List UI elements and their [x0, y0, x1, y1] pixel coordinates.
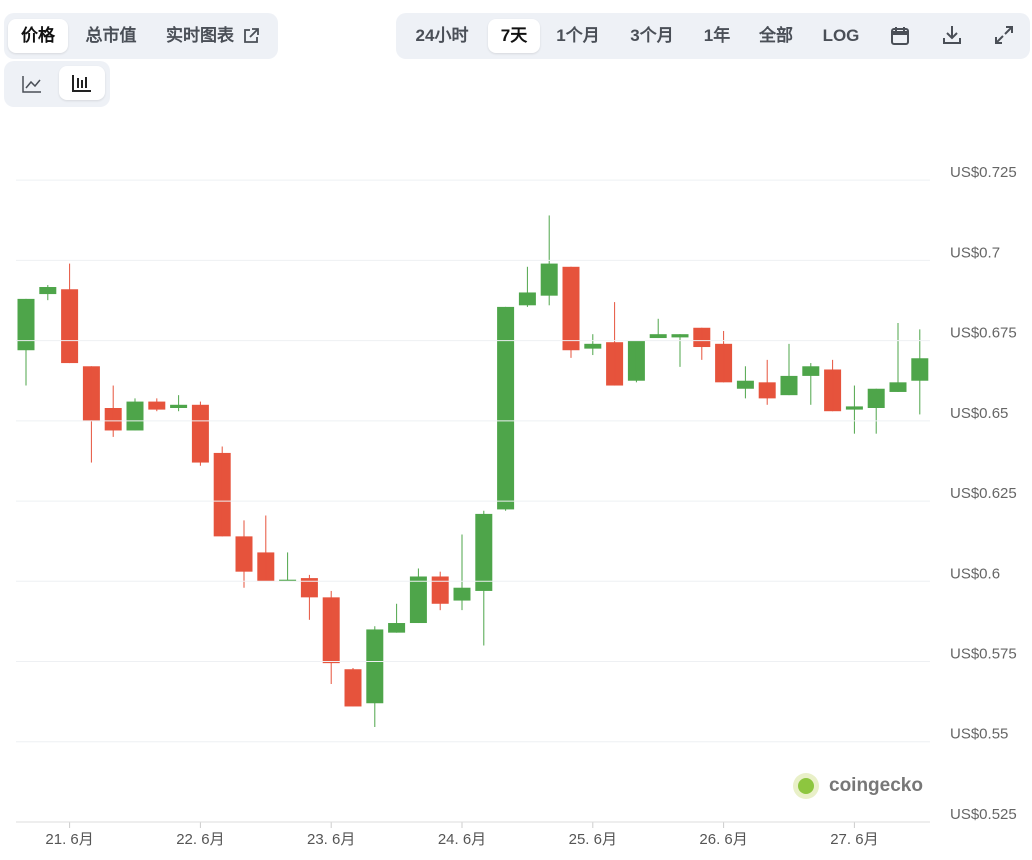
- calendar-icon[interactable]: [891, 26, 909, 46]
- x-tick-label: 23. 6月: [307, 831, 355, 848]
- x-tick-label: 24. 6月: [438, 831, 486, 848]
- x-tick-label: 27. 6月: [830, 831, 878, 848]
- y-tick-label: US$0.625: [950, 485, 1017, 502]
- range-button[interactable]: LOG: [822, 26, 860, 45]
- range-button[interactable]: 24小时: [415, 26, 469, 45]
- tab[interactable]: 实时图表: [166, 26, 234, 45]
- y-tick-label: US$0.675: [950, 325, 1017, 342]
- line-icon[interactable]: [22, 75, 42, 93]
- y-tick-label: US$0.55: [950, 726, 1008, 743]
- x-tick-label: 22. 6月: [176, 831, 224, 848]
- candle-icon: [72, 75, 91, 92]
- logo-inner: [798, 778, 814, 794]
- watermark-text: coingecko: [829, 775, 923, 796]
- y-tick-label: US$0.6: [950, 565, 1000, 582]
- chart-type-bar: [4, 61, 110, 107]
- candle-button[interactable]: [59, 66, 105, 100]
- y-tick-label: US$0.525: [950, 806, 1017, 823]
- tab[interactable]: 价格: [8, 19, 68, 53]
- external-icon: [244, 28, 259, 43]
- x-tick-label: 25. 6月: [569, 831, 617, 848]
- y-tick-label: US$0.65: [950, 405, 1008, 422]
- x-tick-label: 26. 6月: [699, 831, 747, 848]
- range-button[interactable]: 7天: [488, 19, 540, 53]
- range-button[interactable]: 全部: [759, 26, 793, 45]
- range-button[interactable]: 1个月: [556, 26, 600, 45]
- range-bar: 24小时 7天 1个月 3个月 1年 全部 LOG: [396, 13, 1030, 59]
- range-button[interactable]: 1年: [703, 26, 731, 45]
- download-icon[interactable]: [942, 25, 962, 45]
- watermark: coingecko: [793, 773, 923, 799]
- range-button[interactable]: 3个月: [630, 26, 674, 45]
- x-tick-label: 21. 6月: [45, 831, 93, 848]
- y-tick-label: US$0.7: [950, 244, 1000, 261]
- y-tick-label: US$0.575: [950, 646, 1017, 663]
- fullscreen-icon[interactable]: [994, 25, 1014, 45]
- y-tick-label: US$0.725: [950, 164, 1017, 181]
- tab-bar: 价格 总市值 实时图表: [4, 13, 278, 59]
- tab[interactable]: 总市值: [85, 26, 137, 45]
